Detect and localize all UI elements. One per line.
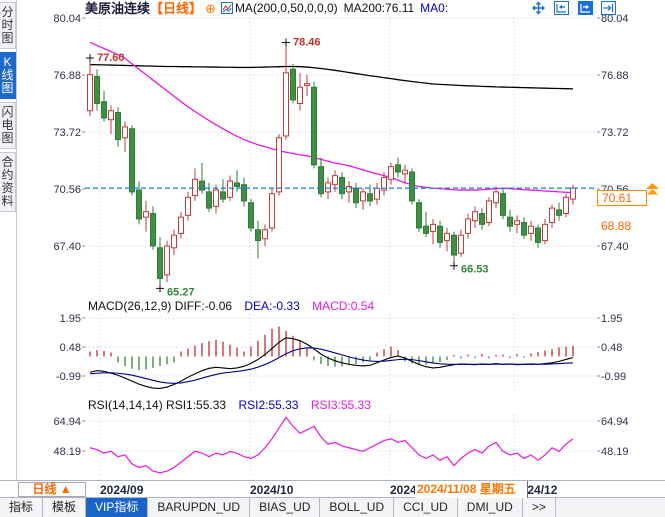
marker-price-box: 68.88 xyxy=(598,219,642,234)
tab-vip-indicators[interactable]: VIP指标 xyxy=(86,498,149,517)
svg-text:78.46: 78.46 xyxy=(293,37,321,49)
tab-bias-ud[interactable]: BIAS_UD xyxy=(250,498,321,517)
period-tag: 【日线】 xyxy=(150,1,203,16)
tab-indicators[interactable]: 指标 xyxy=(0,498,44,517)
svg-text:80.04: 80.04 xyxy=(601,13,629,25)
tab-cci-ud[interactable]: CCI_UD xyxy=(394,498,458,517)
go-to-latest-icon[interactable] xyxy=(601,1,617,20)
rsi-formula-rsi1-label: RSI(14,14,14) RSI1:55.33 xyxy=(88,398,227,412)
macd-dea-label: DEA:-0.33 xyxy=(244,299,300,313)
kline-mini-icon xyxy=(220,2,233,18)
charts-canvas[interactable]: 80.0480.0476.8876.8873.7273.7270.5670.56… xyxy=(0,0,665,480)
chart-header: 美原油连续【日线】 ⊕ MA(200,0,50,0,0,0) MA200:76.11 M… xyxy=(85,1,448,16)
svg-text:73.72: 73.72 xyxy=(601,127,629,139)
svg-text:1.95: 1.95 xyxy=(601,313,622,325)
svg-text:64.94: 64.94 xyxy=(601,416,629,428)
svg-text:67.40: 67.40 xyxy=(601,241,629,253)
svg-text:48.19: 48.19 xyxy=(601,446,629,458)
period-selector[interactable]: 日线 ▲ xyxy=(18,482,86,497)
hovered-date-label: 2024/11/08 星期五 xyxy=(415,481,528,498)
month-label-oct: 2024/10 xyxy=(250,483,294,497)
svg-text:48.19: 48.19 xyxy=(53,446,81,458)
ma0-value-label: MA0: xyxy=(420,1,449,15)
svg-text:0.48: 0.48 xyxy=(60,342,81,354)
svg-text:65.27: 65.27 xyxy=(167,286,195,298)
month-label-sep: 2024/09 xyxy=(100,483,144,497)
svg-text:76.88: 76.88 xyxy=(53,70,81,82)
sidebar-item-lightning-chart[interactable]: 闪电图 xyxy=(0,102,16,149)
add-indicator-icon[interactable]: ⊕ xyxy=(205,1,216,16)
tab-more[interactable]: >> xyxy=(523,498,556,517)
svg-text:64.94: 64.94 xyxy=(53,416,81,428)
tab-templates[interactable]: 模板 xyxy=(43,498,87,517)
indicator-tab-bar: 指标 模板 VIP指标 BARUPDN_UD BIAS_UD BOLL_UD C… xyxy=(0,498,665,517)
svg-text:70.56: 70.56 xyxy=(53,184,81,196)
scroll-to-latest-arrow-icon[interactable] xyxy=(646,183,659,201)
svg-text:-0.99: -0.99 xyxy=(56,371,81,383)
time-axis-row: 日线 ▲ 2024/09 2024/10 2024/11 2024/12 202… xyxy=(0,480,665,498)
sidebar-item-kline-chart[interactable]: K线图 xyxy=(0,52,16,99)
rsi-panel-header: RSI(14,14,14) RSI1:55.33 RSI2:55.33 RSI3… xyxy=(88,398,371,412)
tab-boll-ud[interactable]: BOLL_UD xyxy=(320,498,395,517)
svg-text:77.60: 77.60 xyxy=(97,52,125,64)
svg-text:80.04: 80.04 xyxy=(53,13,81,25)
svg-text:1.95: 1.95 xyxy=(60,313,81,325)
rsi3-label: RSI3:55.33 xyxy=(310,398,371,412)
macd-value-label: MACD:0.54 xyxy=(312,299,375,313)
left-sidebar: 分时图 K线图 闪电图 合约资料 xyxy=(0,0,17,480)
chart-toolbar xyxy=(531,1,620,20)
svg-text:66.53: 66.53 xyxy=(461,264,489,276)
instrument-title: 美原油连续 xyxy=(85,1,151,16)
sidebar-item-contract-info[interactable]: 合约资料 xyxy=(0,152,16,212)
svg-text:76.88: 76.88 xyxy=(601,70,629,82)
svg-text:67.40: 67.40 xyxy=(53,241,81,253)
expand-bars-icon[interactable] xyxy=(577,1,593,20)
ma-formula-label: MA(200,0,50,0,0,0) xyxy=(234,1,338,15)
macd-panel-header: MACD(26,12,9) DIFF:-0.06 DEA:-0.33 MACD:… xyxy=(88,299,374,313)
rsi2-label: RSI2:55.33 xyxy=(238,398,299,412)
tab-barupdn-ud[interactable]: BARUPDN_UD xyxy=(148,498,251,517)
svg-text:73.72: 73.72 xyxy=(53,127,81,139)
svg-text:-0.99: -0.99 xyxy=(601,371,626,383)
compress-bars-icon[interactable] xyxy=(554,1,570,20)
sidebar-item-time-chart[interactable]: 分时图 xyxy=(0,2,16,49)
macd-formula-diff-label: MACD(26,12,9) DIFF:-0.06 xyxy=(88,299,233,313)
ma200-value-label: MA200:76.11 xyxy=(343,1,415,15)
tab-dmi-ud[interactable]: DMI_UD xyxy=(458,498,523,517)
pan-tool-icon[interactable] xyxy=(531,1,546,20)
current-price-box: 70.61 xyxy=(597,190,647,206)
svg-text:0.48: 0.48 xyxy=(601,342,622,354)
